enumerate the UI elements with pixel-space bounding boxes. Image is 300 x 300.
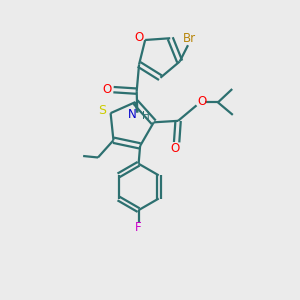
- Text: S: S: [98, 104, 106, 117]
- Text: O: O: [198, 95, 207, 108]
- Text: H: H: [142, 110, 149, 121]
- Text: N: N: [128, 107, 136, 121]
- Text: O: O: [134, 31, 143, 44]
- Text: O: O: [102, 82, 112, 96]
- Text: Br: Br: [183, 32, 196, 45]
- Text: F: F: [135, 221, 142, 234]
- Text: O: O: [170, 142, 180, 155]
